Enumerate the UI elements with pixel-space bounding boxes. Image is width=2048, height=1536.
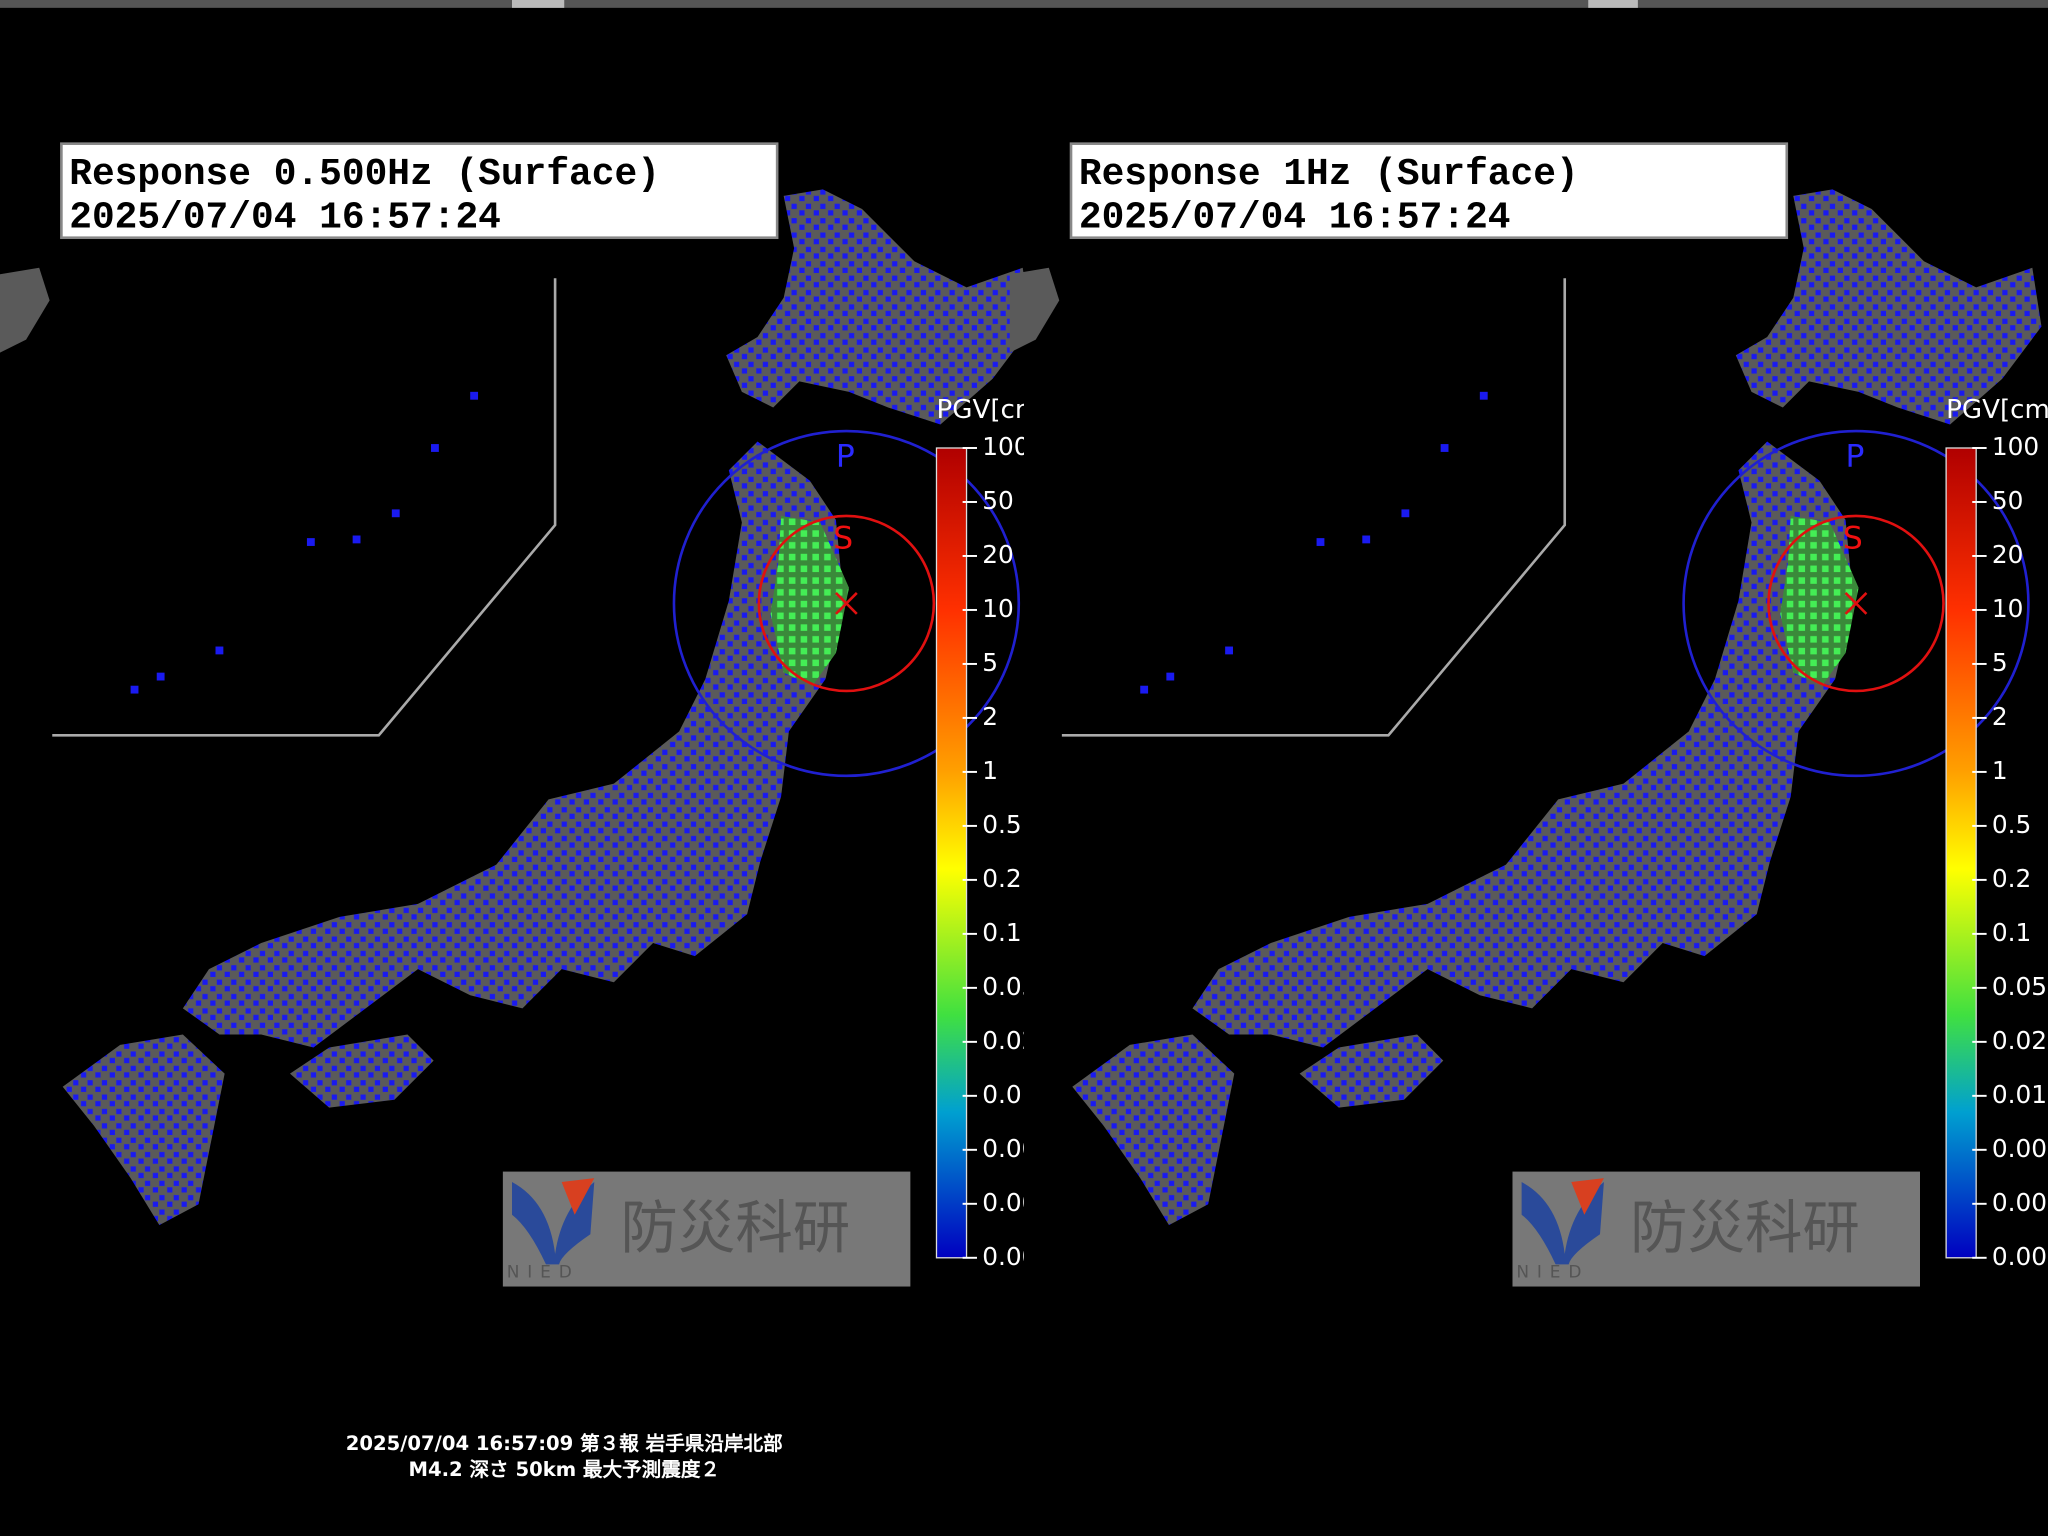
scale-tick-label: 0.5 [982, 810, 1021, 839]
scale-label: PGV[cm/s] [936, 395, 1072, 425]
epicenter [834, 592, 858, 615]
scale-tick-label: 1 [982, 756, 998, 785]
top-bar-segment [512, 0, 565, 8]
landmass [182, 441, 844, 1048]
scale-tick-label: 20 [982, 540, 1014, 569]
scale-tick-label: 0.001 [982, 1242, 1053, 1271]
scale-tick-label: 2 [982, 702, 998, 731]
map-panel: P S Response 1Hz (Surface)2025/07/04 16:57… [1009, 142, 2048, 1287]
scale-tick-label: 10 [1992, 594, 2024, 623]
scale-tick-label: 0.002 [1992, 1188, 2048, 1217]
shaking-area [1780, 515, 1859, 686]
title-box [1069, 142, 1789, 240]
island [156, 672, 165, 681]
scale-tick-label: 0.005 [982, 1134, 1053, 1163]
island [306, 538, 315, 546]
scale-label: PGV[cm/s] [1946, 395, 2048, 425]
landmass [1072, 1034, 1235, 1226]
logo-accent [561, 1178, 595, 1215]
logo-subtext: NIED [507, 1262, 580, 1282]
island [1440, 444, 1449, 452]
inset-frame [52, 278, 557, 737]
p-wave-circle [1682, 429, 2030, 778]
scale-tick-label: 100 [982, 432, 1029, 461]
logo-mark [512, 1182, 595, 1265]
island [431, 444, 439, 452]
panel-title: Response 0.500Hz (Surface) [69, 153, 660, 196]
footer-line: M4.2 深さ 50km 最大予測震度２ [409, 1458, 720, 1481]
scale-tick-label: 0.2 [982, 864, 1021, 893]
scale-tick-label: 0.001 [1992, 1242, 2048, 1271]
p-wave-label: P [1846, 438, 1865, 474]
color-bar [935, 447, 968, 1259]
scale-tick-label: 0.02 [1992, 1026, 2047, 1055]
scale-tick-label: 1 [1992, 756, 2008, 785]
island [1140, 685, 1149, 694]
scale-tick-label: 20 [1992, 540, 2024, 569]
island [215, 646, 224, 655]
scale-tick-label: 0.5 [1992, 810, 2031, 839]
scale-tick-label: 10 [982, 594, 1014, 623]
top-bar [0, 0, 2048, 8]
scale-tick-label: 0.1 [1992, 918, 2031, 947]
logo-accent [1571, 1178, 1604, 1215]
s-wave-circle [757, 514, 936, 693]
scale-tick-label: 50 [982, 486, 1014, 515]
scale-tick-label: 50 [1992, 486, 2024, 515]
logo-text: 防災科研 [620, 1194, 850, 1261]
panel-timestamp: 2025/07/04 16:57:24 [69, 196, 501, 239]
s-wave-label: S [833, 521, 853, 557]
top-bar-segment [1588, 0, 1638, 8]
color-bar [1945, 447, 1977, 1259]
scale-tick-label: 100 [1992, 432, 2039, 461]
logo-subtext: NIED [1516, 1262, 1589, 1282]
landmass [1735, 189, 2042, 425]
scale-tick-label: 0.02 [982, 1026, 1037, 1055]
shaking-area [770, 515, 849, 686]
map-panel: P S Response 0.500Hz (Surface)2025/07/04 1… [0, 142, 1072, 1287]
island [391, 509, 400, 518]
s-wave-circle [1767, 514, 1945, 693]
epicenter [1844, 592, 1868, 615]
island [1225, 646, 1233, 655]
landmass [62, 1034, 225, 1226]
footer-line: 2025/07/04 16:57:09 第３報 岩手県沿岸北部 [346, 1432, 783, 1455]
scale-tick-label: 0.1 [982, 918, 1021, 947]
landmass [289, 1034, 434, 1108]
island [1362, 535, 1371, 544]
scale-tick-label: 0.005 [1992, 1134, 2048, 1163]
island [1401, 509, 1410, 518]
scale-tick-label: 0.002 [982, 1188, 1053, 1217]
panel-title: Response 1Hz (Surface) [1079, 153, 1579, 196]
island-fragment [1009, 267, 1060, 353]
title-box [60, 142, 779, 240]
island [1479, 391, 1488, 400]
scale-tick-label: 2 [1992, 702, 2008, 731]
s-wave-label: S [1843, 521, 1863, 557]
island [470, 391, 479, 400]
scale-tick-label: 0.2 [1992, 864, 2031, 893]
island [130, 685, 139, 694]
panel-timestamp: 2025/07/04 16:57:24 [1079, 196, 1511, 239]
inset-frame [1061, 278, 1567, 737]
landmass [1299, 1034, 1444, 1108]
p-wave-circle [672, 429, 1021, 778]
scale-tick-label: 0.01 [982, 1080, 1037, 1109]
scale-tick-label: 0.01 [1992, 1080, 2047, 1109]
island [352, 535, 361, 544]
scale-tick-label: 0.05 [982, 972, 1037, 1001]
landmass [1192, 441, 1854, 1048]
island [1316, 538, 1325, 546]
island-fragment [0, 267, 50, 353]
scale-tick-label: 5 [982, 648, 998, 677]
scale-tick-label: 5 [1992, 648, 2008, 677]
island [1166, 672, 1175, 681]
landmass [726, 189, 1024, 425]
scale-tick-label: 0.05 [1992, 972, 2047, 1001]
logo-text: 防災科研 [1630, 1194, 1860, 1261]
logo-mark [1521, 1182, 1604, 1265]
p-wave-label: P [836, 438, 855, 474]
